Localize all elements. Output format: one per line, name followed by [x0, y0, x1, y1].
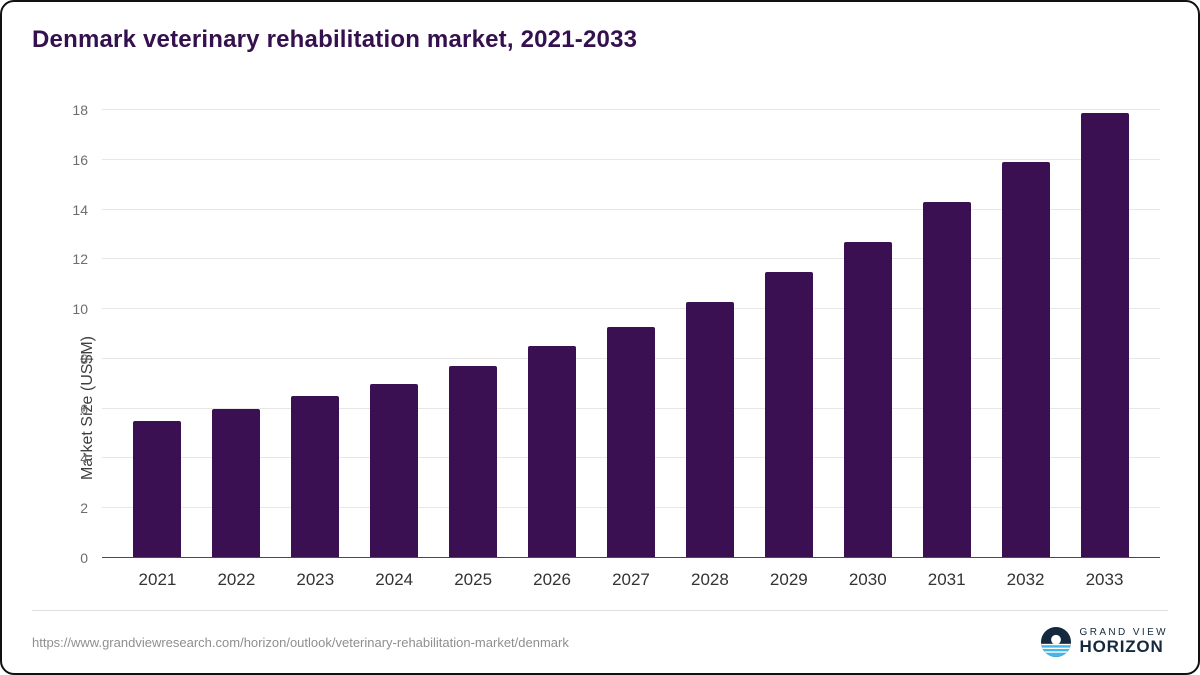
x-tick-label: 2025	[454, 570, 493, 589]
bar-2022	[212, 408, 261, 558]
bar-slot: 2033	[1065, 110, 1144, 589]
bar-slot: 2022	[197, 110, 276, 589]
y-axis-title: Market Size (US$M)	[79, 264, 97, 480]
bar-2023	[291, 396, 340, 558]
bars-row: 2021 2022 2023 2024 2025 2026 2027 2028 2029 2030…	[102, 110, 1160, 589]
bar-slot: 2024	[355, 110, 434, 589]
y-tick-label: 16	[72, 151, 88, 168]
bar-2032	[1001, 162, 1050, 558]
bar-slot: 2021	[118, 110, 197, 589]
bar-slot: 2028	[670, 110, 749, 589]
bar-2025	[449, 366, 498, 558]
bar-2031	[922, 202, 971, 558]
bar-2021	[133, 421, 182, 558]
bar-2027	[606, 326, 655, 558]
source-url: https://www.grandviewresearch.com/horizo…	[32, 634, 569, 650]
bar-slot: 2029	[749, 110, 828, 589]
brand-line1: GRAND VIEW	[1079, 627, 1168, 639]
y-tick-label: 0	[80, 550, 88, 566]
footer: https://www.grandviewresearch.com/horizo…	[32, 610, 1168, 673]
gridline	[102, 208, 1160, 210]
y-tick-label: 18	[72, 102, 88, 118]
y-tick-label: 6	[80, 400, 88, 417]
gridline	[102, 308, 1160, 310]
bar-2028	[685, 301, 734, 558]
plot-area: 0 2 4 6 8 10 12 14 16 18 2021 2022 2023 2024 2025 2026 2…	[72, 102, 1160, 589]
x-tick-label: 2026	[533, 570, 571, 589]
x-tick-label: 2028	[690, 570, 729, 589]
bar-2033	[1080, 112, 1129, 558]
x-axis-baseline	[102, 557, 1160, 558]
bar-2026	[528, 346, 577, 558]
x-tick-label: 2024	[375, 570, 414, 589]
bar-slot: 2032	[986, 110, 1065, 589]
brand-text: GRAND VIEW HORIZON	[1080, 627, 1168, 657]
bar-2029	[764, 271, 813, 558]
y-tick-label: 2	[80, 500, 88, 517]
brand-logo: GRAND VIEW HORIZON	[1040, 627, 1168, 657]
x-tick-label: 2022	[217, 570, 256, 589]
gridline	[102, 158, 1160, 160]
bar-slot: 2023	[276, 110, 355, 589]
x-tick-label: 2029	[769, 570, 808, 589]
chart-title: Denmark veterinary rehabilitation market…	[32, 26, 638, 53]
y-tick-label: 8	[80, 350, 88, 367]
y-tick-label: 4	[80, 450, 88, 467]
gridline	[102, 258, 1160, 260]
x-tick-label: 2023	[296, 570, 335, 589]
x-tick-label: 2030	[848, 570, 887, 589]
bar-2030	[843, 241, 892, 558]
x-tick-label: 2032	[1006, 570, 1045, 589]
y-tick-label: 12	[72, 251, 88, 268]
x-tick-label: 2021	[138, 570, 177, 589]
bar-slot: 2027	[592, 110, 671, 589]
bar-slot: 2026	[513, 110, 592, 589]
horizon-logo-icon	[1040, 627, 1071, 657]
x-tick-label: 2033	[1085, 570, 1124, 589]
y-tick-label: 14	[72, 201, 88, 218]
bar-slot: 2031	[907, 110, 986, 589]
bar-2024	[370, 383, 419, 558]
gridline	[102, 109, 1160, 110]
bar-slot: 2025	[434, 110, 513, 589]
bar-slot: 2030	[828, 110, 907, 589]
brand-line2: HORIZON	[1079, 637, 1164, 657]
x-tick-label: 2027	[612, 570, 650, 589]
y-tick-label: 10	[72, 301, 88, 318]
x-tick-label: 2031	[927, 570, 966, 589]
